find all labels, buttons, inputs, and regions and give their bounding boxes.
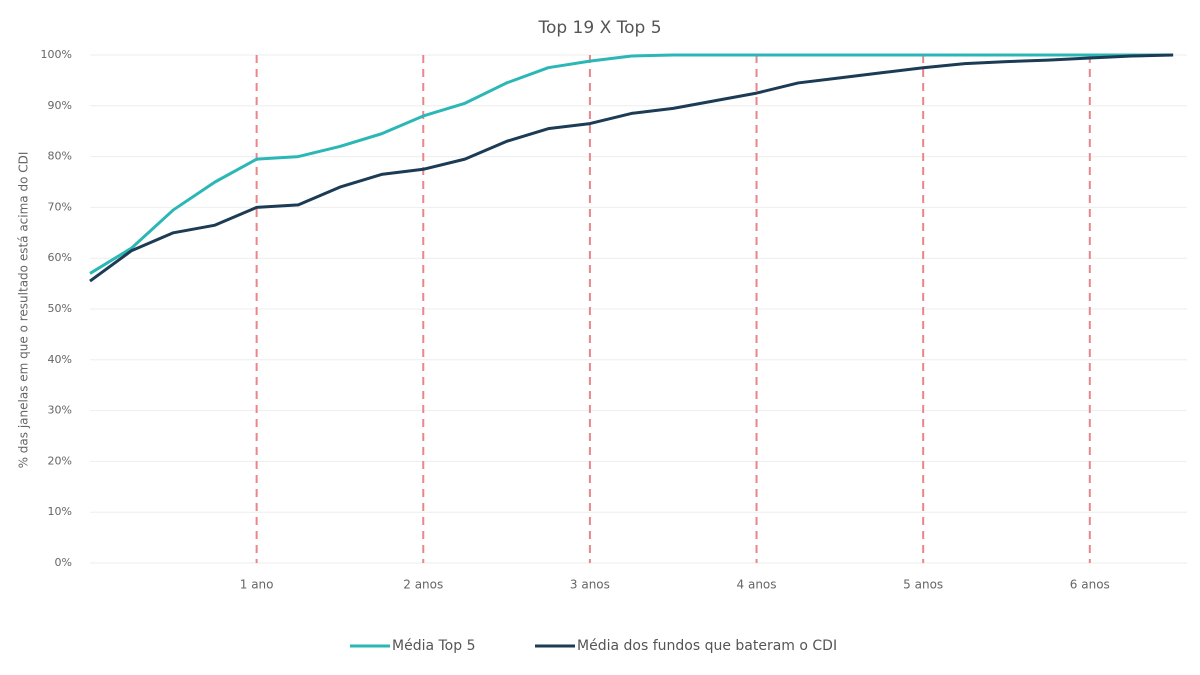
y-axis-label: % das janelas em que o resultado está ac…: [17, 152, 31, 469]
legend-label: Média Top 5: [392, 638, 475, 654]
x-tick-label: 2 anos: [403, 578, 443, 592]
y-tick-label: 0%: [55, 556, 72, 569]
line: [89, 53, 1174, 283]
x-tick-label: 3 anos: [570, 578, 610, 592]
y-tick-label: 10%: [48, 505, 72, 518]
x-tick-label: 4 anos: [737, 578, 777, 592]
y-tick-label: 90%: [48, 99, 72, 112]
legend-label: Média dos fundos que bateram o CDI: [577, 638, 837, 654]
y-tick-label: 20%: [48, 454, 72, 467]
y-tick-label: 50%: [48, 302, 72, 315]
x-tick-label: 1 ano: [240, 578, 274, 592]
y-tick-label: 70%: [48, 200, 72, 213]
chart-title: Top 19 X Top 5: [537, 18, 661, 38]
y-tick-label: 100%: [41, 48, 72, 61]
y-tick-label: 60%: [48, 251, 72, 264]
y-tick-label: 80%: [48, 150, 72, 163]
x-tick-label: 5 anos: [903, 578, 943, 592]
y-tick-label: 40%: [48, 353, 72, 366]
y-tick-label: 30%: [48, 404, 72, 417]
x-tick-label: 6 anos: [1070, 578, 1110, 592]
line: [89, 53, 1174, 275]
